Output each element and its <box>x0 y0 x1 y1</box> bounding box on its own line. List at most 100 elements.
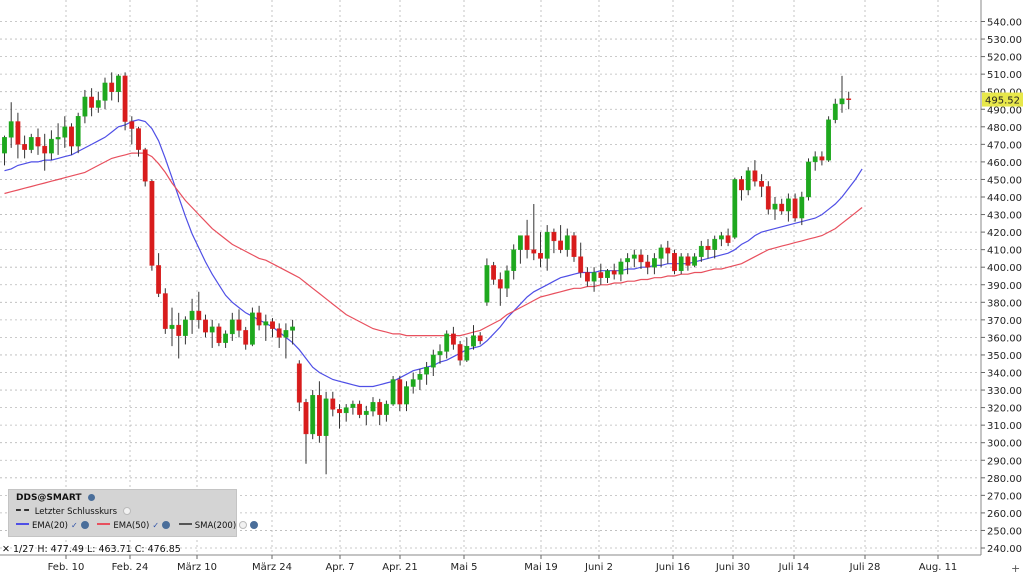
candle-body <box>162 293 168 329</box>
candle-body <box>759 181 765 187</box>
legend-item-ema20[interactable]: EMA(20) ✓ <box>16 521 91 531</box>
settings-dot-icon[interactable] <box>250 521 259 529</box>
candle-body <box>323 398 329 436</box>
candle-body <box>69 126 74 147</box>
candle-body <box>15 121 21 145</box>
candle-body <box>350 403 356 408</box>
candle-body <box>531 249 537 254</box>
x-tick-label: März 10 <box>177 562 217 573</box>
candle-body <box>182 319 188 336</box>
candle-body <box>317 395 322 436</box>
check-icon[interactable]: ✓ <box>70 521 78 530</box>
y-tick-label: 340.00 <box>987 369 1022 380</box>
candle-body <box>102 82 108 101</box>
candle-body <box>283 330 289 338</box>
candle-body <box>290 326 295 331</box>
candle-body <box>585 272 590 282</box>
candle-body <box>390 379 396 405</box>
candle-body <box>42 145 48 154</box>
dashed-line-icon <box>16 509 29 511</box>
legend-sma200-label: SMA(200) <box>194 521 237 531</box>
candle-body <box>2 137 7 154</box>
y-tick-label: 520.00 <box>987 53 1022 64</box>
candle-body <box>792 198 798 219</box>
last-price-label: 495.52 <box>985 96 1020 107</box>
candle-body <box>22 144 27 150</box>
settings-dot-icon[interactable] <box>80 521 89 529</box>
add-icon[interactable]: + <box>1011 562 1020 575</box>
close-x-icon[interactable]: ✕ <box>2 544 10 555</box>
legend-symbol[interactable]: DDS@SMART <box>16 493 95 503</box>
y-tick-label: 410.00 <box>987 246 1022 257</box>
candle-body <box>712 238 718 250</box>
y-tick-label: 450.00 <box>987 175 1022 186</box>
check-icon[interactable]: ✓ <box>152 521 160 530</box>
y-tick-label: 510.00 <box>987 70 1022 81</box>
candle-body <box>310 395 316 435</box>
candle-body <box>55 137 61 140</box>
candle-body <box>28 137 34 150</box>
x-tick-label: Feb. 24 <box>112 562 149 573</box>
y-tick-label: 460.00 <box>987 158 1022 169</box>
candle-body <box>551 231 557 242</box>
y-tick-label: 420.00 <box>987 228 1022 239</box>
candle-body <box>645 261 651 268</box>
candle-body <box>779 203 785 212</box>
sma200-line-icon <box>178 523 192 525</box>
candle-body <box>631 254 637 259</box>
ohlc-readout: ✕ 1/27 H: 477.49 L: 463.71 C: 476.85 <box>2 544 181 555</box>
candle-body <box>410 379 416 387</box>
candle-body <box>819 156 825 161</box>
candle-body <box>558 240 564 250</box>
candle-body <box>303 402 309 435</box>
last-price-marker <box>982 92 1023 107</box>
candle-body <box>471 335 476 347</box>
candle-body <box>544 231 550 259</box>
candle-body <box>739 179 744 191</box>
candle-body <box>504 270 510 289</box>
candle-body <box>451 333 456 345</box>
toggle-dot-icon[interactable] <box>122 507 131 515</box>
symbol-menu-icon[interactable] <box>87 494 95 501</box>
candle-body <box>430 354 436 368</box>
candle-body <box>169 324 175 329</box>
candle-body <box>229 319 235 335</box>
candle-body <box>806 161 811 198</box>
legend-symbol-label: DDS@SMART <box>16 493 82 503</box>
x-tick-label: Juli 28 <box>849 562 881 573</box>
legend-last-close-label: Letzter Schlusskurs <box>34 507 118 517</box>
candle-body <box>564 235 570 250</box>
candle-body <box>826 119 832 161</box>
candle-body <box>337 409 342 414</box>
candle-body <box>692 256 698 266</box>
candle-body <box>263 321 269 326</box>
x-tick-label: Mai 19 <box>524 562 557 573</box>
y-tick-label: 530.00 <box>987 35 1022 46</box>
y-tick-label: 390.00 <box>987 281 1022 292</box>
y-tick-label: 330.00 <box>987 386 1022 397</box>
candle-body <box>772 203 778 210</box>
candle-body <box>203 319 208 333</box>
toggle-dot-icon[interactable] <box>239 521 248 529</box>
candle-body <box>370 402 376 412</box>
candle-body <box>363 410 369 415</box>
candle-body <box>812 156 818 163</box>
x-tick-label: Juli 14 <box>778 562 810 573</box>
candle-body <box>176 324 182 336</box>
y-tick-label: 440.00 <box>987 193 1022 204</box>
candle-body <box>404 386 409 405</box>
candle-body <box>652 258 657 268</box>
candle-body <box>511 249 517 271</box>
candle-body <box>196 310 202 321</box>
x-tick-label: März 24 <box>252 562 292 573</box>
candle-body <box>384 403 389 415</box>
legend-item-ema50[interactable]: EMA(50) ✓ <box>97 521 172 531</box>
legend-item-sma200[interactable]: SMA(200) <box>178 521 259 531</box>
legend-indicators: EMA(20) ✓ EMA(50) ✓ SMA(200) <box>16 521 264 531</box>
candle-body <box>832 103 838 120</box>
candle-body <box>270 321 275 329</box>
settings-dot-icon[interactable] <box>162 521 171 529</box>
candle-body <box>129 121 135 129</box>
legend-ema20-label: EMA(20) <box>32 521 68 531</box>
